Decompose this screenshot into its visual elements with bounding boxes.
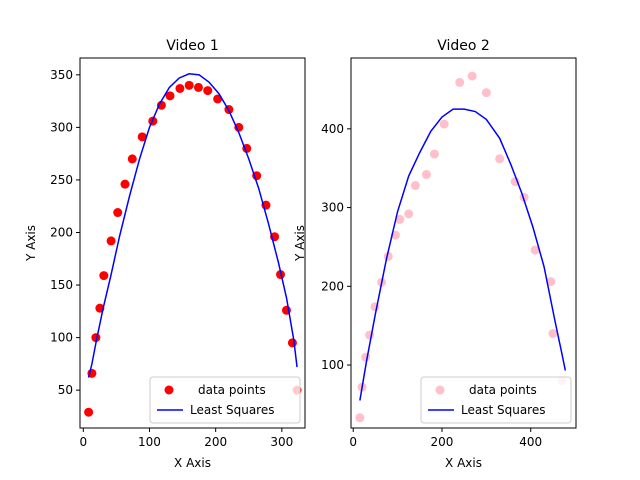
x-axis-label: X Axis — [174, 456, 211, 470]
x-tick-label: 200 — [431, 435, 454, 449]
legend-box — [420, 376, 572, 424]
x-tick-label: 400 — [519, 435, 542, 449]
x-tick-label: 0 — [349, 435, 357, 449]
y-tick-label: 400 — [321, 122, 344, 136]
legend-marker-data-points — [435, 385, 445, 395]
data-point — [361, 352, 371, 362]
data-point — [184, 80, 194, 90]
data-point — [467, 71, 477, 81]
y-tick-label: 100 — [321, 358, 344, 372]
y-tick-label: 100 — [50, 331, 73, 345]
x-tick-label: 100 — [138, 435, 161, 449]
legend: data points Least Squares — [149, 376, 301, 424]
legend-marker-data-points — [164, 385, 174, 395]
x-tick-label: 200 — [204, 435, 227, 449]
axes-frame — [350, 57, 577, 429]
legend-label-data-points: data points — [469, 383, 537, 397]
least-squares-line — [87, 73, 298, 378]
data-point — [234, 122, 244, 132]
axes-frame — [79, 57, 306, 429]
data-point — [106, 236, 116, 246]
data-point — [395, 214, 405, 224]
legend-label-least-squares: Least Squares — [190, 403, 274, 417]
data-point — [355, 413, 365, 423]
data-point — [127, 154, 137, 164]
data-point — [113, 208, 123, 218]
data-point — [99, 271, 109, 281]
data-point — [404, 209, 414, 219]
y-tick-label: 50 — [58, 383, 73, 397]
data-point — [530, 245, 540, 255]
data-point — [287, 338, 297, 348]
y-axis-label: Y Axis — [24, 225, 38, 262]
data-point — [84, 407, 94, 417]
chart-title: Video 2 — [437, 38, 490, 54]
data-point — [165, 91, 175, 101]
data-point — [429, 149, 439, 159]
least-squares-line — [359, 108, 567, 401]
data-point — [421, 170, 431, 180]
data-point — [137, 132, 147, 142]
y-tick-label: 200 — [50, 225, 73, 239]
y-tick-label: 250 — [50, 173, 73, 187]
data-point — [156, 100, 166, 110]
data-point — [495, 154, 505, 164]
data-point — [120, 179, 130, 189]
chart-title: Video 1 — [166, 38, 219, 54]
data-point — [439, 119, 449, 129]
data-point — [193, 82, 203, 92]
legend: data points Least Squares — [420, 376, 572, 424]
data-point — [455, 77, 465, 87]
data-point — [175, 83, 185, 93]
x-axis-label: X Axis — [445, 456, 482, 470]
y-tick-label: 150 — [50, 278, 73, 292]
subplot-video-2: Video 2 X Axis Y Axis 0 200 400 100 200 300 40… — [293, 38, 577, 470]
data-point — [410, 181, 420, 191]
x-tick-label: 300 — [270, 435, 293, 449]
data-point — [203, 86, 213, 96]
x-tick-label: 0 — [79, 435, 87, 449]
legend-label-data-points: data points — [198, 383, 266, 397]
y-tick-label: 300 — [50, 120, 73, 134]
legend-label-least-squares: Least Squares — [461, 403, 545, 417]
y-tick-label: 300 — [321, 201, 344, 215]
y-axis-label: Y Axis — [293, 225, 307, 262]
data-point — [481, 88, 491, 98]
data-point — [548, 329, 558, 339]
y-tick-label: 200 — [321, 279, 344, 293]
legend-box — [149, 376, 301, 424]
data-point — [365, 330, 375, 340]
data-point — [546, 277, 556, 287]
subplot-video-1: Video 1 X Axis Y Axis 0 100 200 300 50 100 150… — [24, 38, 306, 470]
y-tick-label: 350 — [50, 68, 73, 82]
